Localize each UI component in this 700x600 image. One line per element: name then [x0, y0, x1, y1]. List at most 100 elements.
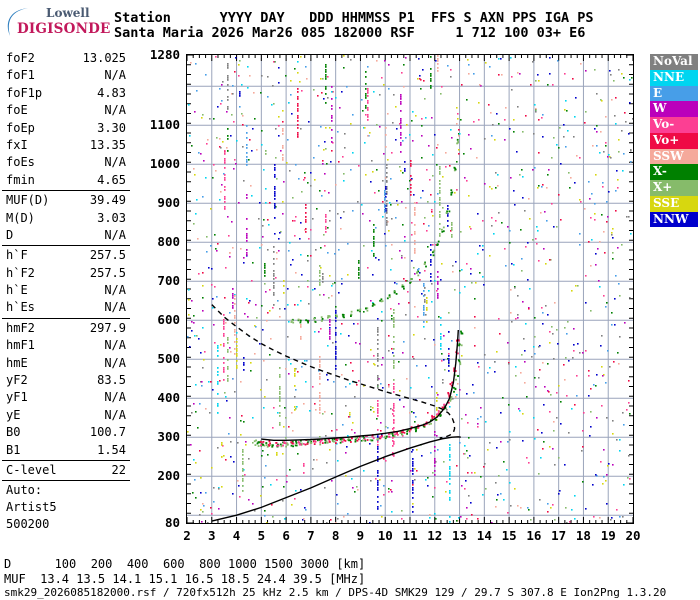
legend-item-e[interactable]: E — [650, 85, 698, 102]
param-key: hmF1 — [6, 338, 35, 353]
param-row-yf1: yF1 N/A — [2, 389, 130, 406]
param-key: h`F2 — [6, 265, 35, 280]
legend-item-sse[interactable]: SSE — [650, 195, 698, 212]
param-key: D — [6, 227, 14, 242]
param-divider — [2, 245, 130, 247]
x-tick-label: 12 — [427, 528, 443, 543]
legend-item-nne[interactable]: NNE — [650, 69, 698, 86]
station-header: Station YYYY DAY DDD HHMMSS P1 FFS S AXN… — [114, 11, 594, 41]
param-auto-line: Auto: — [6, 483, 43, 498]
param-key: h`F — [6, 248, 28, 263]
y-tick-label: 400 — [157, 390, 180, 406]
param-value: N/A — [104, 390, 126, 405]
param-value: 3.03 — [97, 210, 126, 225]
y-tick-label: 900 — [157, 195, 180, 211]
param-value: 13.35 — [89, 137, 126, 152]
legend-item-nnw[interactable]: NNW — [650, 211, 698, 228]
x-tick-label: 11 — [402, 528, 418, 543]
param-key: foEp — [6, 120, 35, 135]
param-key: yF2 — [6, 373, 28, 388]
y-tick-label: 600 — [157, 312, 180, 328]
legend-item-x[interactable]: X- — [650, 164, 698, 180]
param-value: 4.65 — [97, 172, 126, 187]
param-value: 39.49 — [89, 193, 126, 208]
param-value: 83.5 — [97, 373, 126, 388]
legend-item-noval[interactable]: NoVal — [650, 54, 698, 70]
param-row-ye: yE N/A — [2, 407, 130, 424]
param-value: 257.5 — [89, 248, 126, 263]
footer-muf-row: MUF 13.4 13.5 14.1 15.1 16.5 18.5 24.4 3… — [4, 571, 366, 586]
ionogram-canvas — [187, 55, 633, 523]
param-key: h`Es — [6, 300, 35, 315]
series-2 — [290, 138, 460, 324]
param-value: 4.83 — [97, 85, 126, 100]
ionogram-plot[interactable] — [186, 54, 634, 524]
param-key: hmE — [6, 355, 28, 370]
param-row-b1: B1 1.54 — [2, 442, 130, 459]
series-3 — [211, 304, 456, 439]
param-auto-line: Artist5 — [6, 500, 57, 515]
lowell-digisonde-logo: Lowell DIGISONDE — [4, 4, 116, 42]
x-tick-label: 9 — [356, 528, 365, 543]
param-key: fmin — [6, 172, 35, 187]
x-tick-label: 19 — [600, 528, 616, 543]
param-value: 22 — [111, 462, 126, 477]
param-divider — [2, 480, 130, 482]
param-value: 257.5 — [89, 265, 126, 280]
x-tick-label: 3 — [208, 528, 216, 543]
source-file-line: smk29_2026085182000.rsf / 720fx512h 25 k… — [4, 586, 667, 599]
y-tick-label: 1000 — [149, 156, 180, 172]
param-value: N/A — [104, 155, 126, 170]
y-tick-label: 1280 — [149, 47, 180, 62]
legend-item-vo[interactable]: Vo- — [650, 117, 698, 133]
param-row-clevel: C-level 22 — [2, 462, 130, 479]
legend-item-x[interactable]: X+ — [650, 180, 698, 196]
x-tick-label: 16 — [526, 528, 542, 543]
param-key: foEs — [6, 155, 35, 170]
y-tick-label: 500 — [157, 351, 180, 367]
x-tick-label: 13 — [452, 528, 468, 543]
param-row-hmf1: hmF1 N/A — [2, 337, 130, 354]
x-tick-label: 6 — [282, 528, 290, 543]
param-key: foE — [6, 103, 28, 118]
param-value: 297.9 — [89, 320, 126, 335]
param-key: fxI — [6, 137, 28, 152]
y-tick-label: 200 — [157, 468, 180, 484]
series-0 — [253, 330, 464, 448]
param-row-md: M(D) 3.03 — [2, 210, 130, 227]
param-divider — [2, 190, 130, 192]
legend-item-ssw[interactable]: SSW — [650, 148, 698, 165]
param-row-yf2: yF2 83.5 — [2, 372, 130, 389]
param-row-hmf2: hmF2 297.9 — [2, 320, 130, 337]
param-row-hf: h`F 257.5 — [2, 247, 130, 264]
x-tick-label: 15 — [501, 528, 517, 543]
logo-lowell-text: Lowell — [46, 6, 90, 20]
x-tick-label: 20 — [625, 528, 641, 543]
header-line-values: Santa Maria 2026 Mar26 085 182000 RSF 1 … — [114, 25, 586, 41]
param-value: N/A — [104, 355, 126, 370]
legend-item-vo[interactable]: Vo+ — [650, 132, 698, 149]
param-key: B1 — [6, 442, 21, 457]
parameter-panel: foF2 13.025 foF1 N/A foF1p 4.83 foE N/A foEp 3.30… — [2, 50, 130, 533]
param-key: yE — [6, 407, 21, 422]
y-tick-label: 800 — [157, 234, 180, 250]
param-auto-line: 500200 — [6, 517, 50, 532]
param-divider — [2, 459, 130, 461]
param-key: h`E — [6, 283, 28, 298]
param-row-hme: hmE N/A — [2, 355, 130, 372]
param-key: foF1p — [6, 85, 43, 100]
param-row-fof1p: foF1p 4.83 — [2, 85, 130, 102]
legend-item-w[interactable]: W — [650, 101, 698, 117]
param-key: M(D) — [6, 210, 35, 225]
param-row-fxi: fxI 13.35 — [2, 137, 130, 154]
x-tick-label: 4 — [232, 528, 241, 543]
param-key: B0 — [6, 425, 21, 440]
param-row-b0: B0 100.7 — [2, 424, 130, 441]
param-value: N/A — [104, 103, 126, 118]
param-value: N/A — [104, 407, 126, 422]
y-tick-label: 80 — [164, 515, 180, 530]
param-row-hf2: h`F2 257.5 — [2, 265, 130, 282]
param-row-foe: foE N/A — [2, 102, 130, 119]
muf-distance-table: D 100 200 400 600 800 1000 1500 3000 [km… — [4, 557, 365, 586]
param-row-fof2: foF2 13.025 — [2, 50, 130, 67]
